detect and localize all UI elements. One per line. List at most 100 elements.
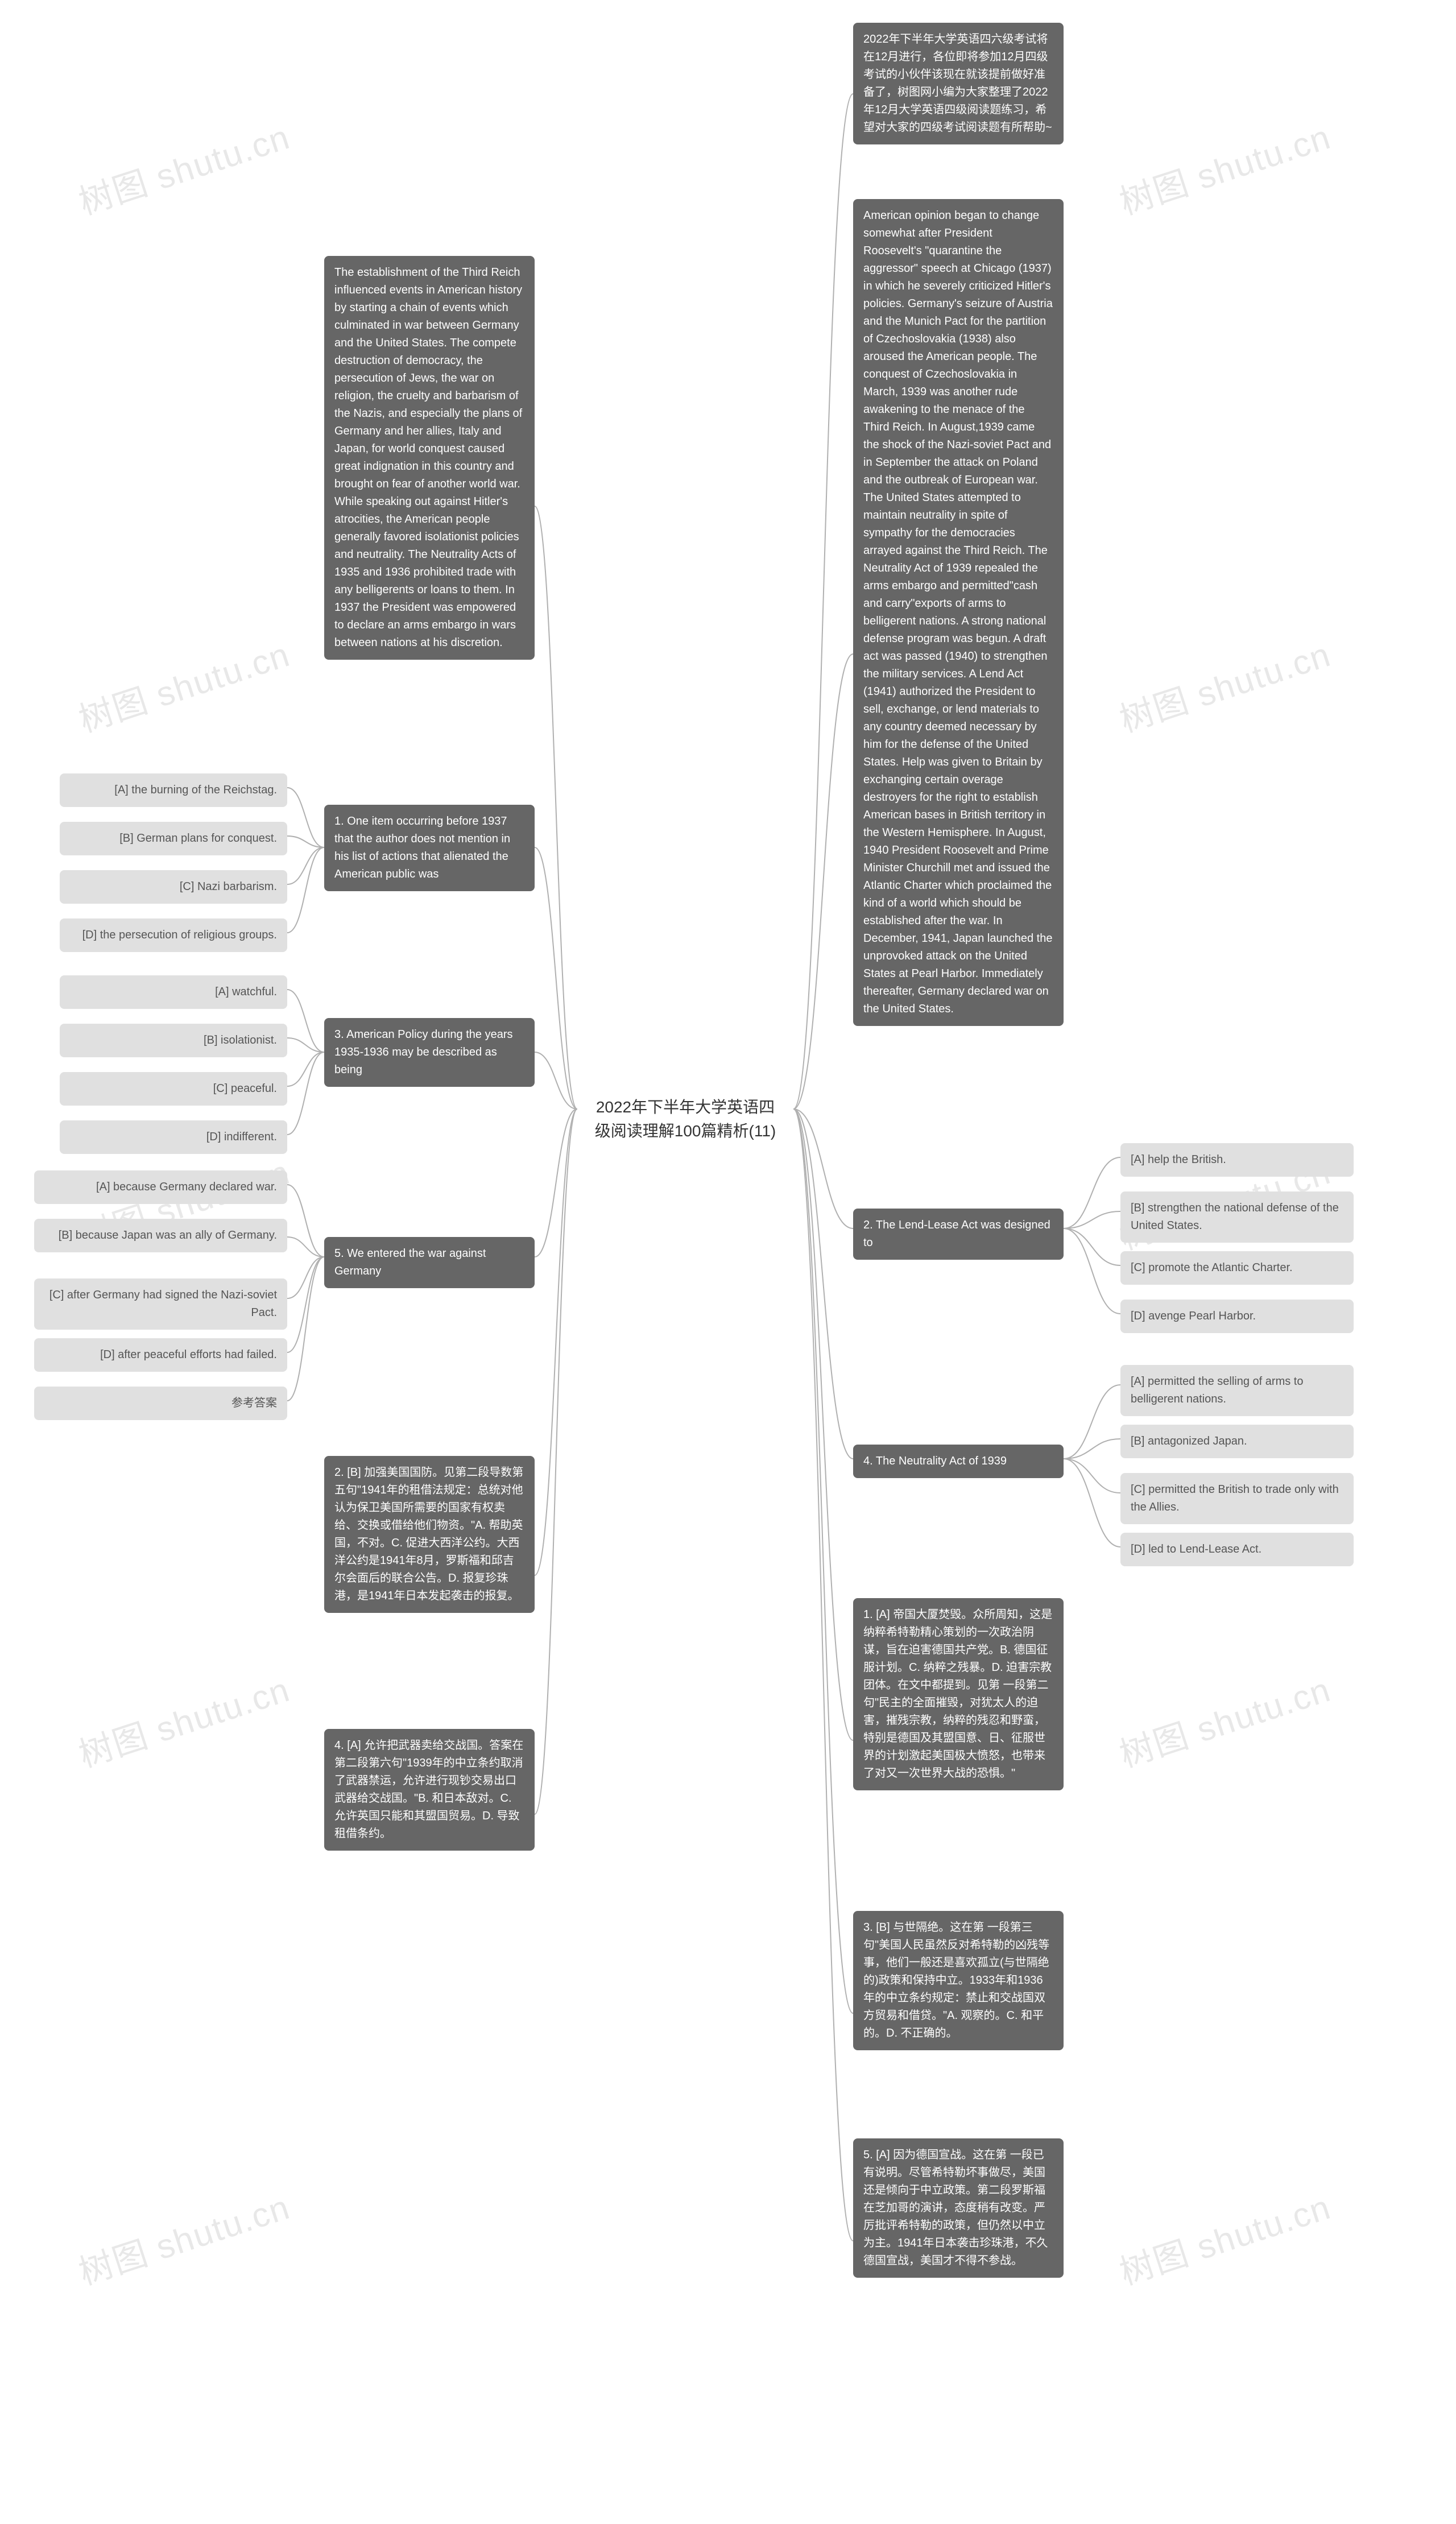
mindmap-node[interactable]: [C] Nazi barbarism. (60, 870, 287, 904)
watermark: 树图 shutu.cn (72, 1662, 296, 1777)
mindmap-node[interactable]: 2. [B] 加强美国国防。见第二段导数第五句"1941年的租借法规定：总统对他… (324, 1456, 535, 1613)
connector (793, 1109, 853, 1740)
mindmap-node[interactable]: [D] indifferent. (60, 1120, 287, 1154)
mindmap-node[interactable]: 4. [A] 允许把武器卖给交战国。答案在第二段第六句"1939年的中立条约取消… (324, 1729, 535, 1851)
node-text: [C] permitted the British to trade only … (1131, 1483, 1339, 1513)
connector (287, 1257, 324, 1298)
watermark: 树图 shutu.cn (72, 627, 296, 742)
node-text: [C] Nazi barbarism. (180, 880, 277, 893)
connector (1064, 1211, 1120, 1228)
connector (793, 1109, 853, 1228)
node-text: [C] peaceful. (213, 1082, 277, 1095)
node-text: American opinion began to change somewha… (863, 209, 1053, 1015)
connector (287, 788, 324, 847)
node-text: [A] the burning of the Reichstag. (114, 784, 277, 796)
connector (1064, 1439, 1120, 1459)
connector (287, 1257, 324, 1352)
mindmap-node[interactable]: American opinion began to change somewha… (853, 199, 1064, 1026)
connector (535, 847, 577, 1109)
connector (287, 1052, 324, 1135)
connector (287, 1185, 324, 1257)
node-text: 1. One item occurring before 1937 that t… (334, 815, 510, 880)
mindmap-node[interactable]: 5. [A] 因为德国宣战。这在第 一段已有说明。尽管希特勒坏事做尽，美国还是倾… (853, 2138, 1064, 2278)
connector (1064, 1385, 1120, 1459)
node-text: [B] strengthen the national defense of t… (1131, 1202, 1339, 1232)
mindmap-node[interactable]: [B] isolationist. (60, 1024, 287, 1057)
mindmap-node[interactable]: [B] antagonized Japan. (1120, 1425, 1354, 1458)
mindmap-node[interactable]: [D] avenge Pearl Harbor. (1120, 1300, 1354, 1333)
watermark: 树图 shutu.cn (72, 2180, 296, 2295)
mindmap-node[interactable]: 4. The Neutrality Act of 1939 (853, 1445, 1064, 1478)
node-text: [B] German plans for conquest. (119, 832, 277, 845)
connector (287, 1038, 324, 1052)
node-text: 5. [A] 因为德国宣战。这在第 一段已有说明。尽管希特勒坏事做尽，美国还是倾… (863, 2149, 1048, 2267)
center-node[interactable]: 2022年下半年大学英语四 级阅读理解100篇精析(11) (577, 1085, 793, 1153)
node-text: [A] watchful. (215, 986, 277, 998)
node-text: 2. [B] 加强美国国防。见第二段导数第五句"1941年的租借法规定：总统对他… (334, 1466, 523, 1602)
node-text: [C] after Germany had signed the Nazi-so… (49, 1289, 277, 1319)
node-text: [A] permitted the selling of arms to bel… (1131, 1375, 1303, 1405)
mindmap-node[interactable]: 1. One item occurring before 1937 that t… (324, 805, 535, 891)
mindmap-node[interactable]: [C] promote the Atlantic Charter. (1120, 1251, 1354, 1285)
node-text: 2. The Lend-Lease Act was designed to (863, 1219, 1050, 1249)
mindmap-node[interactable]: [D] after peaceful efforts had failed. (34, 1338, 287, 1372)
watermark: 树图 shutu.cn (1112, 627, 1337, 742)
watermark: 树图 shutu.cn (1112, 1662, 1337, 1777)
connector (535, 506, 577, 1109)
watermark: 树图 shutu.cn (72, 110, 296, 225)
connector (535, 1109, 577, 1814)
mindmap-node[interactable]: [C] after Germany had signed the Nazi-so… (34, 1278, 287, 1330)
node-text: [D] the persecution of religious groups. (82, 929, 277, 941)
mindmap-node[interactable]: 3. American Policy during the years 1935… (324, 1018, 535, 1087)
node-text: The establishment of the Third Reich inf… (334, 266, 522, 649)
node-text: 4. [A] 允许把武器卖给交战国。答案在第二段第六句"1939年的中立条约取消… (334, 1739, 523, 1840)
mindmap-node[interactable]: 参考答案 (34, 1387, 287, 1420)
mindmap-node[interactable]: [A] watchful. (60, 975, 287, 1009)
connector (287, 1257, 324, 1401)
mindmap-node[interactable]: The establishment of the Third Reich inf… (324, 256, 535, 660)
node-text: 3. American Policy during the years 1935… (334, 1028, 513, 1076)
node-text: [D] after peaceful efforts had failed. (100, 1348, 277, 1361)
connector (287, 847, 324, 933)
mindmap-node[interactable]: [A] the burning of the Reichstag. (60, 773, 287, 807)
connector (1064, 1228, 1120, 1314)
node-text: 5. We entered the war against Germany (334, 1247, 486, 1277)
mindmap-node[interactable]: [C] permitted the British to trade only … (1120, 1473, 1354, 1524)
mindmap-node[interactable]: [D] led to Lend-Lease Act. (1120, 1533, 1354, 1566)
mindmap-node[interactable]: [B] strengthen the national defense of t… (1120, 1191, 1354, 1243)
connector (287, 847, 324, 884)
connector (793, 1109, 853, 2241)
connector (793, 1109, 853, 1459)
mindmap-node[interactable]: 5. We entered the war against Germany (324, 1237, 535, 1288)
connector (1064, 1157, 1120, 1228)
node-text: [D] led to Lend-Lease Act. (1131, 1543, 1261, 1555)
mindmap-node[interactable]: [A] permitted the selling of arms to bel… (1120, 1365, 1354, 1416)
node-text: [A] because Germany declared war. (96, 1181, 277, 1193)
node-text: [C] promote the Atlantic Charter. (1131, 1261, 1293, 1274)
mindmap-node[interactable]: [A] because Germany declared war. (34, 1170, 287, 1204)
mindmap-node[interactable]: 2. The Lend-Lease Act was designed to (853, 1209, 1064, 1260)
node-text: [B] antagonized Japan. (1131, 1435, 1247, 1447)
mindmap-node[interactable]: [D] the persecution of religious groups. (60, 918, 287, 952)
node-text: [D] indifferent. (206, 1131, 277, 1143)
connector (793, 94, 853, 1109)
mindmap-node[interactable]: [A] help the British. (1120, 1143, 1354, 1177)
connector (1064, 1459, 1120, 1493)
node-text: 4. The Neutrality Act of 1939 (863, 1455, 1007, 1467)
connector (287, 990, 324, 1052)
connector (287, 1237, 324, 1257)
mindmap-node[interactable]: 1. [A] 帝国大厦焚毁。众所周知，这是纳粹希特勒精心策划的一次政治阴谋，旨在… (853, 1598, 1064, 1790)
center-title: 2022年下半年大学英语四 级阅读理解100篇精析(11) (595, 1098, 776, 1140)
node-text: [B] because Japan was an ally of Germany… (59, 1229, 277, 1242)
connector (1064, 1228, 1120, 1265)
node-text: [D] avenge Pearl Harbor. (1131, 1310, 1256, 1322)
mindmap-node[interactable]: [C] peaceful. (60, 1072, 287, 1106)
node-text: 1. [A] 帝国大厦焚毁。众所周知，这是纳粹希特勒精心策划的一次政治阴谋，旨在… (863, 1608, 1052, 1780)
mindmap-node[interactable]: [B] German plans for conquest. (60, 822, 287, 855)
node-text: 2022年下半年大学英语四六级考试将在12月进行，各位即将参加12月四级考试的小… (863, 33, 1052, 134)
mindmap-node[interactable]: 3. [B] 与世隔绝。这在第 一段第三句"美国人民虽然反对希特勒的凶残等事，他… (853, 1911, 1064, 2050)
connector (793, 1109, 853, 2013)
mindmap-node[interactable]: [B] because Japan was an ally of Germany… (34, 1219, 287, 1252)
mindmap-node[interactable]: 2022年下半年大学英语四六级考试将在12月进行，各位即将参加12月四级考试的小… (853, 23, 1064, 144)
node-text: 参考答案 (231, 1397, 277, 1409)
